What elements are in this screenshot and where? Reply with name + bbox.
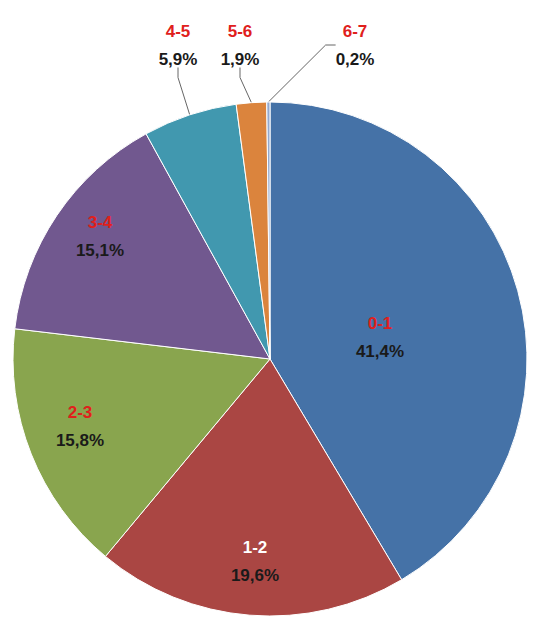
svg-text:5,9%: 5,9% [159,50,198,69]
svg-text:3-4: 3-4 [88,213,113,232]
svg-text:0,2%: 0,2% [336,50,375,69]
svg-text:1-2: 1-2 [243,538,268,557]
svg-text:6-7: 6-7 [343,22,368,41]
svg-text:41,4%: 41,4% [356,342,404,361]
svg-text:5-6: 5-6 [228,22,253,41]
svg-text:2-3: 2-3 [68,403,93,422]
svg-text:0-1: 0-1 [368,314,393,333]
svg-text:15,1%: 15,1% [76,241,124,260]
svg-text:1,9%: 1,9% [221,50,260,69]
svg-text:4-5: 4-5 [166,22,191,41]
svg-text:19,6%: 19,6% [231,566,279,585]
svg-text:15,8%: 15,8% [56,431,104,450]
